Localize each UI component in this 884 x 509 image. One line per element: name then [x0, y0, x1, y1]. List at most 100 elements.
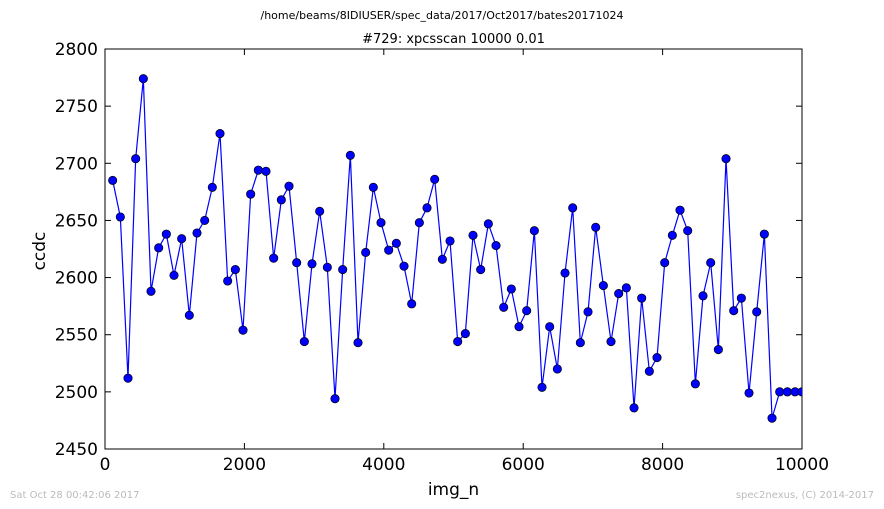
x-tick-label: 8000 [641, 455, 684, 475]
data-point [537, 382, 547, 392]
data-point [384, 245, 394, 255]
data-point [361, 247, 371, 257]
footer-timestamp: Sat Oct 28 00:42:06 2017 [10, 490, 140, 501]
data-point [744, 388, 754, 398]
data-point [468, 230, 478, 240]
data-point [652, 353, 662, 363]
data-point [483, 219, 493, 229]
data-point [552, 364, 562, 374]
data-point [261, 166, 271, 176]
data-point [629, 403, 639, 413]
data-point [253, 165, 263, 175]
data-point [192, 228, 202, 238]
data-point [713, 345, 723, 355]
data-point [223, 276, 233, 286]
y-tick-label: 2450 [55, 440, 98, 460]
data-point [545, 322, 555, 332]
data-point [330, 394, 340, 404]
data-point [729, 306, 739, 316]
data-point [476, 265, 486, 275]
x-tick-label: 0 [100, 455, 111, 475]
chart-title: #729: xpcsscan 10000 0.01 [362, 32, 545, 47]
y-tick-label: 2650 [55, 211, 98, 231]
data-point [177, 234, 187, 244]
data-point [683, 226, 693, 236]
data-point [775, 387, 785, 397]
data-point [445, 236, 455, 246]
data-point [307, 259, 317, 269]
y-tick-label: 2500 [55, 383, 98, 403]
data-point [767, 413, 777, 423]
data-point [322, 262, 332, 272]
y-axis-label: ccdc [30, 232, 50, 271]
y-tick-label: 2750 [55, 97, 98, 117]
data-point [154, 243, 164, 253]
data-point [453, 337, 463, 347]
data-point [215, 129, 225, 139]
data-point [690, 379, 700, 389]
series-layer [108, 74, 802, 423]
ticks-layer: 0 2000 4000 6000 8000 10000 2450 2500 2550 2600 26… [55, 40, 829, 475]
data-point [207, 182, 217, 192]
data-point [407, 299, 417, 309]
data-point [759, 229, 769, 239]
data-point [560, 268, 570, 278]
data-point [736, 293, 746, 303]
data-point [338, 265, 348, 275]
x-tick-label: 10000 [775, 455, 829, 475]
data-point [391, 238, 401, 248]
data-point [660, 258, 670, 268]
y-tick-label: 2550 [55, 326, 98, 346]
data-point [797, 387, 802, 397]
data-point [575, 338, 585, 348]
data-point [437, 254, 447, 264]
data-point [583, 307, 593, 317]
data-point [422, 203, 432, 213]
data-point [621, 283, 631, 293]
data-point [276, 195, 286, 205]
data-point [299, 337, 309, 347]
data-point [606, 337, 616, 347]
data-point [514, 322, 524, 332]
data-point [499, 302, 509, 312]
data-point [246, 189, 256, 199]
y-tick-label: 2700 [55, 154, 98, 174]
x-tick-label: 6000 [502, 455, 545, 475]
data-point [131, 154, 141, 164]
data-point [108, 175, 118, 185]
data-point [591, 222, 601, 232]
data-point [368, 182, 378, 192]
data-point [284, 181, 294, 191]
data-point [491, 241, 501, 251]
data-point [146, 286, 156, 296]
data-point [529, 226, 539, 236]
y-tick-label: 2800 [55, 40, 98, 60]
data-point [238, 325, 248, 335]
data-point [644, 366, 654, 376]
x-tick-label: 4000 [362, 455, 405, 475]
plot-area: 0 2000 4000 6000 8000 10000 2450 2500 2550 2600 26… [55, 40, 829, 475]
data-point [230, 265, 240, 275]
data-point [269, 253, 279, 263]
axes-frame [104, 48, 803, 450]
data-point [184, 310, 194, 320]
data-point [522, 306, 532, 316]
data-point [315, 206, 325, 216]
footer-copyright: spec2nexus, (C) 2014-2017 [736, 490, 874, 501]
data-point [782, 387, 792, 397]
data-point [506, 284, 516, 294]
data-point [460, 329, 470, 339]
data-point [399, 261, 409, 271]
data-point [752, 307, 762, 317]
figure-suptitle: /home/beams/8IDIUSER/spec_data/2017/Oct2… [261, 9, 624, 22]
x-axis-label: img_n [428, 480, 479, 500]
y-tick-label: 2600 [55, 269, 98, 289]
data-point [292, 258, 302, 268]
data-point [614, 289, 624, 299]
data-point [637, 293, 647, 303]
data-point [200, 215, 210, 225]
data-point [598, 281, 608, 291]
data-point [169, 270, 179, 280]
data-point [115, 212, 125, 222]
